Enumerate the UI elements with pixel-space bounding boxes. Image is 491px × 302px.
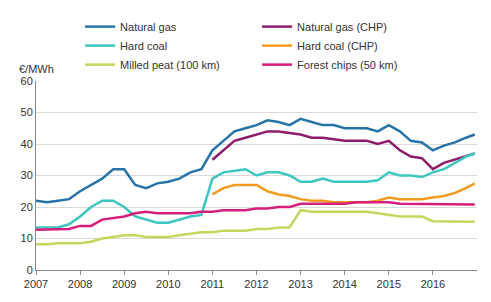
svg-text:50: 50: [21, 106, 33, 118]
svg-text:2013: 2013: [288, 278, 312, 290]
svg-text:€/MWh: €/MWh: [19, 63, 54, 75]
svg-text:10: 10: [21, 232, 33, 244]
svg-text:60: 60: [21, 75, 33, 87]
svg-text:2009: 2009: [112, 278, 136, 290]
svg-text:Natural gas (CHP): Natural gas (CHP): [297, 21, 387, 33]
svg-text:40: 40: [21, 138, 33, 150]
svg-text:2011: 2011: [201, 278, 225, 290]
svg-text:2014: 2014: [332, 278, 356, 290]
svg-text:Milled peat (100 km): Milled peat (100 km): [120, 59, 220, 71]
svg-text:30: 30: [21, 169, 33, 181]
svg-text:2010: 2010: [156, 278, 180, 290]
svg-text:Hard coal: Hard coal: [120, 40, 167, 52]
svg-text:2012: 2012: [244, 278, 268, 290]
svg-text:2008: 2008: [68, 278, 92, 290]
svg-text:Forest chips (50 km): Forest chips (50 km): [297, 59, 397, 71]
svg-text:0: 0: [27, 264, 33, 276]
svg-text:Natural gas: Natural gas: [120, 21, 177, 33]
svg-text:2007: 2007: [24, 278, 48, 290]
svg-text:Hard coal (CHP): Hard coal (CHP): [297, 40, 378, 52]
svg-text:20: 20: [21, 201, 33, 213]
svg-text:2015: 2015: [377, 278, 401, 290]
svg-text:2016: 2016: [421, 278, 445, 290]
